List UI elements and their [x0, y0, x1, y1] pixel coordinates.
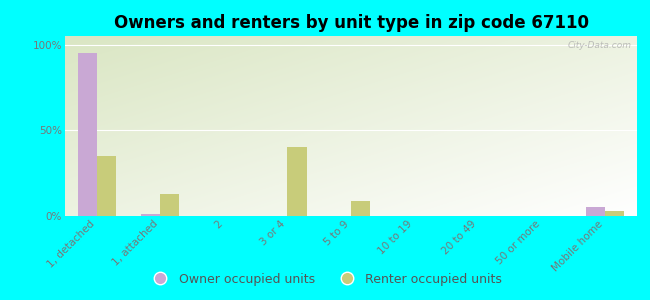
Bar	[161, 194, 179, 216]
Bar	[351, 201, 370, 216]
Bar	[97, 156, 116, 216]
Bar	[78, 53, 97, 216]
Text: City-Data.com: City-Data.com	[567, 41, 631, 50]
Bar	[287, 147, 307, 216]
Bar	[141, 214, 161, 216]
Bar	[605, 211, 624, 216]
Bar	[586, 207, 605, 216]
Title: Owners and renters by unit type in zip code 67110: Owners and renters by unit type in zip c…	[114, 14, 588, 32]
Legend: Owner occupied units, Renter occupied units: Owner occupied units, Renter occupied un…	[143, 268, 507, 291]
